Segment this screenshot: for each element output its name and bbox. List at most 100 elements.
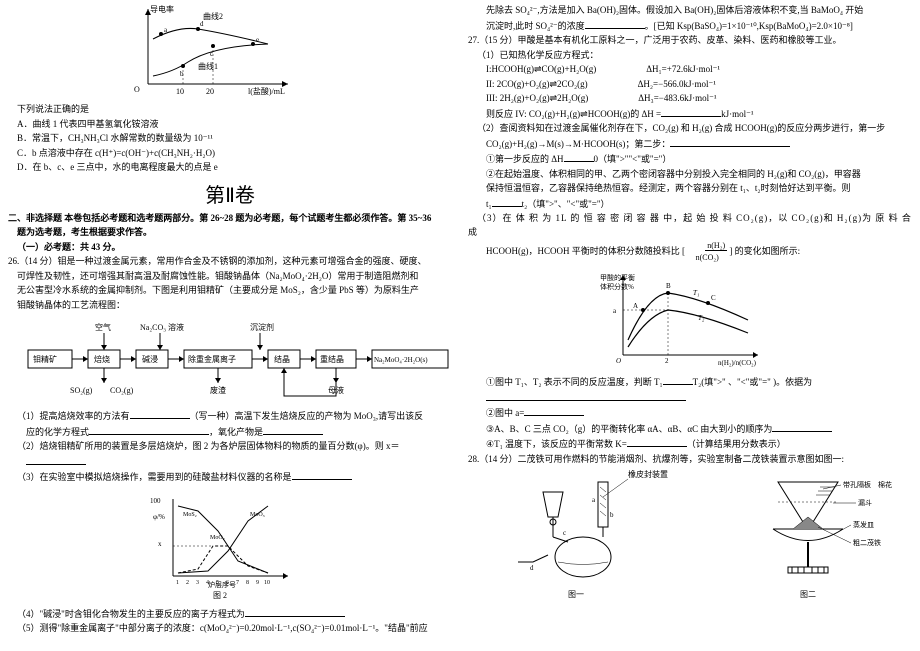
- apparatus-figures: 橡皮封装置 a b c d 图一 带孔隔板: [488, 467, 908, 607]
- svg-text:粗二茂铁: 粗二茂铁: [853, 538, 881, 547]
- q27-3b: HCOOH(g)，HCOOH 平衡时的体积分数随投料比 [ n(H₂) n(CO…: [468, 240, 912, 264]
- eq2: II: 2CO(g)+O₂(g)⇌2CO₂(g)ΔH₂=−566.0kJ·mol…: [468, 78, 912, 92]
- svg-text:结晶: 结晶: [274, 354, 290, 364]
- q27-head: 27.（15 分）甲酸是基本有机化工原料之一，广泛用于农药、皮革、染料、医药和橡…: [468, 34, 912, 48]
- svg-text:焙烧: 焙烧: [94, 354, 110, 364]
- layer-chart: 100 x φ/% 炉层序号 图 2 MoS₂ MoO₂ MoO₃ 12 34 …: [148, 491, 298, 601]
- ylabel: 导电率: [150, 4, 174, 14]
- svg-text:2: 2: [186, 580, 189, 586]
- svg-text:10: 10: [264, 580, 270, 586]
- svg-text:x: x: [158, 540, 162, 548]
- svg-text:SO₂(g): SO₂(g): [70, 386, 93, 395]
- svg-text:废渣: 废渣: [210, 385, 226, 395]
- xlabel: l(盐酸)/mL: [248, 86, 285, 96]
- svg-text:棉花: 棉花: [878, 480, 892, 489]
- q26-2b: [8, 455, 452, 470]
- svg-text:曲线1: 曲线1: [198, 61, 218, 71]
- q27-2-2b: 保持恒温恒容，乙容器保持绝热恒容。经测定，两个容器分别在 t₁、t₂时刻恰好达到…: [468, 182, 912, 196]
- svg-text:c: c: [210, 50, 213, 58]
- svg-text:MoS₂: MoS₂: [183, 512, 197, 518]
- q26-l4: 钼酸钠晶体的工艺流程图：: [8, 299, 452, 313]
- sec-desc1: 二、非选择题 本卷包括必考题和选考题两部分。第 26~28 题为必考题，每个试题…: [8, 212, 452, 226]
- q28-head: 28.（14 分）二茂铁可用作燃料的节能消烟剂、抗爆剂等，实验室制备二茂铁装置示…: [468, 453, 912, 467]
- q26-2: （2）焙烧钼精矿所用的装置是多层焙烧炉，图 2 为各炉层固体物料的物质的量百分数…: [8, 440, 452, 454]
- q27-2-2: ②在起始温度、体积相同的甲、乙两个密闭容器中分别投入完全相同的 H₂(g)和 C…: [468, 168, 912, 182]
- blank-line: [468, 391, 912, 406]
- svg-text:炉层序号: 炉层序号: [208, 580, 236, 589]
- opt-d: D．在 b、c、e 三点中，水的电离程度最大的点是 e: [8, 161, 452, 175]
- svg-text:MoO₂: MoO₂: [210, 535, 225, 541]
- svg-text:c: c: [563, 529, 566, 537]
- svg-text:b: b: [180, 70, 184, 78]
- svg-text:d: d: [530, 564, 534, 572]
- q26-l3: 无公害型冷水系统的金属抑制剂。下图是利用钼精矿（主要成分是 MoS₂，含少量 P…: [8, 284, 452, 298]
- left-column: O 导电率 l(盐酸)/mL 10 20 a b c d e 曲线2 曲线1 下…: [0, 0, 460, 651]
- svg-text:5: 5: [216, 580, 219, 586]
- svg-text:图一: 图一: [568, 590, 584, 599]
- svg-text:漏斗: 漏斗: [858, 498, 872, 507]
- svg-text:e: e: [256, 36, 259, 44]
- q27-2-2c: t₁t₂（填">"、"<"或"="）: [468, 197, 912, 212]
- opt-b: B．常温下，CH₃NH₃Cl 水解常数的数量级为 10⁻¹¹: [8, 132, 452, 146]
- q26-5: （5）测得"除重金属离子"中部分离子的浓度：c(MoO₄²⁻)=0.20mol·…: [8, 622, 452, 636]
- svg-text:9: 9: [256, 580, 259, 586]
- process-flowchart: 空气 Na₂CO₃ 溶液 沉淀剂 钼精矿 焙烧 碱浸 除重金属离子 结晶 重结晶…: [10, 318, 450, 403]
- svg-text:d: d: [200, 20, 204, 28]
- svg-text:φ/%: φ/%: [153, 513, 165, 521]
- section-title: 第Ⅱ卷: [8, 179, 452, 208]
- svg-text:曲线2: 曲线2: [203, 11, 223, 21]
- origin-o: O: [134, 85, 140, 94]
- svg-text:蒸发皿: 蒸发皿: [853, 520, 874, 529]
- svg-text:B: B: [666, 282, 671, 290]
- svg-text:2: 2: [665, 357, 669, 365]
- svg-text:n(H₂)/n(CO₂): n(H₂)/n(CO₂): [718, 359, 757, 367]
- q27-3-4: ④T₁ 温度下，该反应的平衡常数 K=（计算结果用分数表示）: [468, 437, 912, 452]
- svg-text:T₁: T₁: [693, 289, 699, 297]
- svg-text:3: 3: [196, 580, 199, 586]
- svg-text:6: 6: [226, 580, 229, 586]
- q26-3: （3）在实验室中模拟焙烧操作，需要用到的硅酸盐材料仪器的名称是: [8, 470, 452, 485]
- right-column: 先除去 SO₄²⁻,方法是加入 Ba(OH)₂固体。假设加入 Ba(OH)₂固体…: [460, 0, 920, 651]
- svg-text:20: 20: [206, 87, 214, 96]
- svg-text:7: 7: [236, 580, 239, 586]
- q27-3: （3）在 体 积 为 1L 的 恒 容 密 闭 容 器 中，起 始 投 料 CO…: [468, 212, 912, 239]
- svg-text:b: b: [610, 511, 614, 519]
- cont1: 先除去 SO₄²⁻,方法是加入 Ba(OH)₂固体。假设加入 Ba(OH)₂固体…: [468, 4, 912, 18]
- svg-text:O: O: [616, 357, 621, 365]
- opt-c: C．b 点溶液中存在 c(H⁺)=c(OH⁻)+c(CH₃NH₂·H₂O): [8, 147, 452, 161]
- svg-text:Na₂MoO₄·2H₂O(s): Na₂MoO₄·2H₂O(s): [374, 356, 428, 364]
- svg-text:10: 10: [176, 87, 184, 96]
- q27-1: （1）已知热化学反应方程式：: [468, 49, 912, 63]
- q27-2-1: ①第一步反应的 ΔH0（填">""<"或"="）: [468, 152, 912, 167]
- svg-text:C: C: [711, 294, 716, 302]
- svg-text:图 2: 图 2: [213, 591, 227, 600]
- q26-4: （4）"碱浸"时含钼化合物发生的主要反应的离子方程式为: [8, 607, 452, 622]
- svg-text:沉淀剂: 沉淀剂: [250, 322, 274, 332]
- svg-text:a: a: [613, 307, 617, 315]
- svg-text:钼精矿: 钼精矿: [33, 354, 57, 364]
- c3-ylabel: 甲酸的平衡: [600, 273, 635, 282]
- svg-text:橡皮封装置: 橡皮封装置: [628, 469, 668, 479]
- q27-3-2: ②图中 a=: [468, 406, 912, 421]
- q26-head: 26.（14 分）钼是一种过渡金属元素，常用作合金及不锈钢的添加剂，这种元素可增…: [8, 255, 452, 269]
- eq4: 则反应 IV: CO₂(g)+H₂(g)⇌HCOOH(g)的 ΔH =kJ·mo…: [468, 107, 912, 122]
- conductivity-chart: O 导电率 l(盐酸)/mL 10 20 a b c d e 曲线2 曲线1: [128, 4, 298, 99]
- opt-a: A．曲线 1 代表四甲基氢氧化铵溶液: [8, 118, 452, 132]
- svg-text:空气: 空气: [95, 322, 111, 332]
- q26-1: （1）提高焙烧效率的方法有（写一种）高温下发生焙烧反应的产物为 MoO₃,请写出…: [8, 409, 452, 424]
- svg-text:带孔隔板: 带孔隔板: [843, 480, 871, 489]
- equilibrium-chart: 甲酸的平衡 体积分数% n(H₂)/n(CO₂) A B C T₁ T₂ 2 a…: [598, 265, 768, 375]
- sec-desc2: 题为选考题，考生根据要求作答。: [8, 226, 452, 240]
- fraction: n(H₂) n(CO₂): [687, 240, 727, 264]
- svg-text:CO₂(g): CO₂(g): [110, 386, 134, 395]
- q26-l2: 可焊性及韧性，还可增强其耐高温及耐腐蚀性能。钼酸钠晶体（Na₂MoO₄·2H₂O…: [8, 270, 452, 284]
- svg-text:碱浸: 碱浸: [142, 355, 158, 364]
- svg-text:a: a: [592, 496, 596, 504]
- svg-text:100: 100: [150, 497, 161, 505]
- eq3: III: 2H₂(g)+O₂(g)⇌2H₂O(g)ΔH₃=−483.6kJ·mo…: [468, 92, 912, 106]
- svg-text:4: 4: [206, 580, 209, 586]
- q27-2b: CO₂(g)+H₂(g)→M(s)→M·HCOOH(s)；第二步：: [468, 137, 912, 152]
- q27-3-3: ③A、B、C 三点 CO₂（g）的平衡转化率 αA、αB、αC 由大到小的顺序为: [468, 422, 912, 437]
- svg-text:1: 1: [176, 580, 179, 586]
- q27-2: （2）查阅资料知在过渡金属催化剂存在下，CO₂(g) 和 H₂(g) 合成 HC…: [468, 122, 912, 136]
